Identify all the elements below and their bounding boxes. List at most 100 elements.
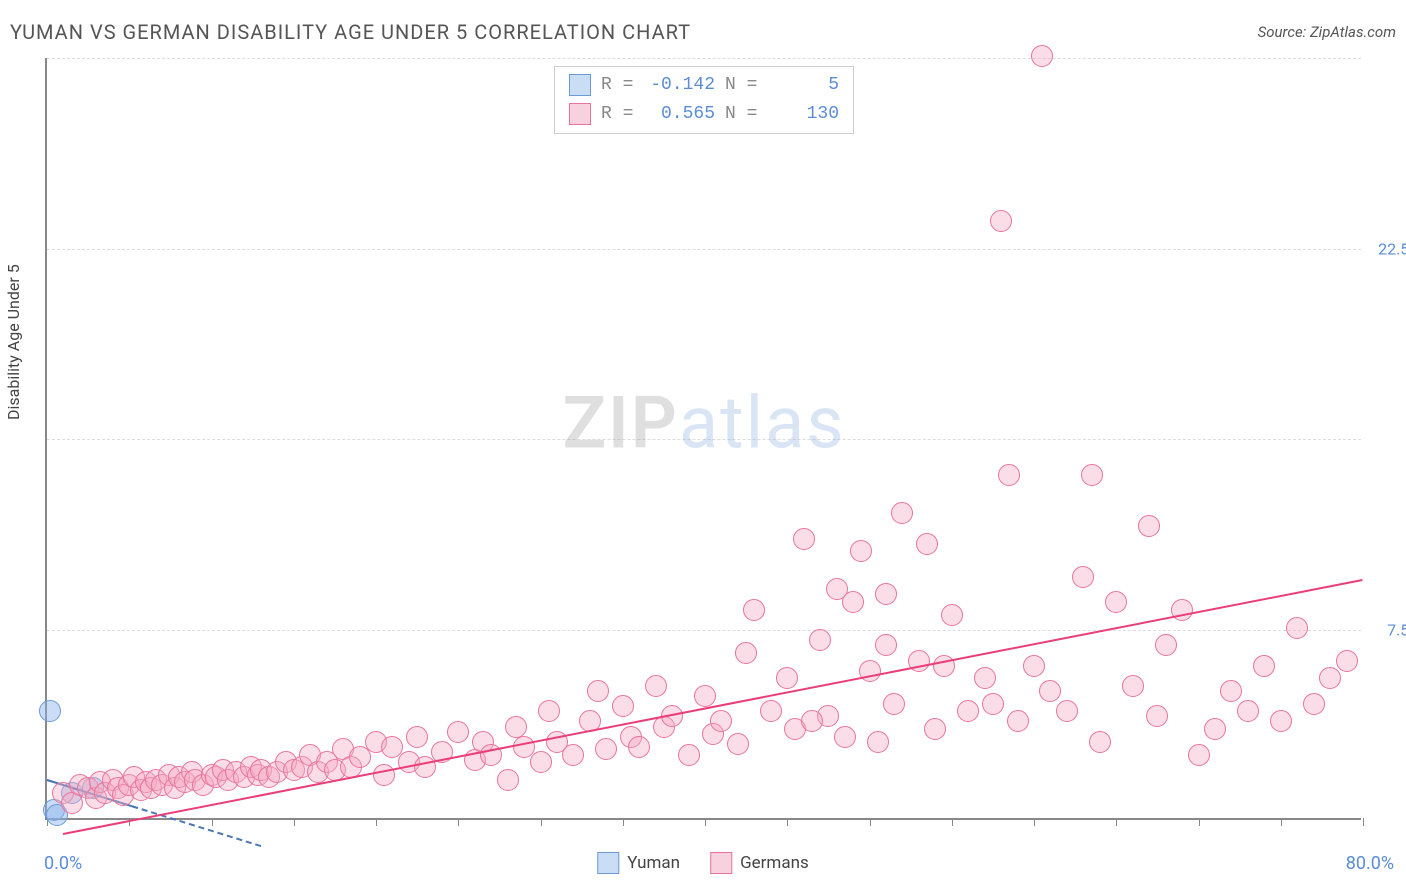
data-point (694, 685, 716, 707)
data-point (1146, 705, 1168, 727)
legend-label: Yuman (627, 853, 680, 873)
data-point (1031, 45, 1053, 67)
data-point (1122, 675, 1144, 697)
x-tick (1363, 818, 1364, 826)
data-point (1039, 680, 1061, 702)
x-tick (1116, 818, 1117, 826)
data-point (1319, 667, 1341, 689)
data-point (982, 693, 1004, 715)
data-point (735, 642, 757, 664)
legend-row-germans: R =0.565 N =130 (569, 100, 839, 129)
x-tick (541, 818, 542, 826)
data-point (776, 667, 798, 689)
series-legend: Yuman Germans (597, 852, 809, 874)
data-point (538, 700, 560, 722)
data-point (1220, 680, 1242, 702)
legend-item: Yuman (597, 852, 680, 874)
data-point (727, 733, 749, 755)
data-point (1056, 700, 1078, 722)
legend-item: Germans (710, 852, 809, 874)
data-point (1155, 634, 1177, 656)
x-tick (458, 818, 459, 826)
data-point (1105, 591, 1127, 613)
data-point (1072, 566, 1094, 588)
data-point (1336, 650, 1358, 672)
data-point (891, 502, 913, 524)
legend-label: Germans (740, 853, 809, 873)
x-tick (294, 818, 295, 826)
data-point (645, 675, 667, 697)
x-tick (787, 818, 788, 826)
data-point (39, 700, 61, 722)
data-point (743, 599, 765, 621)
data-point (809, 629, 831, 651)
legend-swatch (597, 852, 619, 874)
legend-row-yuman: R =-0.142 N =5 (569, 71, 839, 100)
data-point (1007, 710, 1029, 732)
x-min-label: 0.0% (44, 853, 82, 874)
data-point (941, 604, 963, 626)
data-point (1286, 617, 1308, 639)
swatch-germans (569, 103, 591, 125)
chart-title: YUMAN VS GERMAN DISABILITY AGE UNDER 5 C… (10, 20, 691, 44)
grid-line (47, 439, 1361, 440)
data-point (1023, 655, 1045, 677)
data-point (957, 700, 979, 722)
x-tick (1281, 818, 1282, 826)
trend-line (63, 579, 1363, 835)
data-point (678, 744, 700, 766)
x-tick (952, 818, 953, 826)
x-tick (705, 818, 706, 826)
data-point (834, 726, 856, 748)
data-point (883, 693, 905, 715)
grid-line (47, 249, 1361, 250)
data-point (842, 591, 864, 613)
y-tick-label: 22.5% (1378, 239, 1406, 258)
data-point (628, 736, 650, 758)
data-point (497, 769, 519, 791)
y-tick-label: 7.5% (1387, 620, 1406, 639)
x-max-label: 80.0% (1346, 853, 1394, 874)
data-point (760, 700, 782, 722)
data-point (801, 710, 823, 732)
data-point (595, 738, 617, 760)
watermark: ZIPatlas (562, 380, 845, 465)
data-point (1270, 710, 1292, 732)
data-point (1303, 693, 1325, 715)
data-point (710, 710, 732, 732)
data-point (1188, 744, 1210, 766)
data-point (990, 210, 1012, 232)
data-point (1138, 515, 1160, 537)
data-point (1089, 731, 1111, 753)
swatch-yuman (569, 74, 591, 96)
correlation-legend: R =-0.142 N =5 R =0.565 N =130 (554, 66, 854, 134)
data-point (933, 655, 955, 677)
data-point (875, 634, 897, 656)
grid-line (47, 58, 1361, 59)
data-point (1204, 718, 1226, 740)
data-point (1253, 655, 1275, 677)
data-point (924, 718, 946, 740)
data-point (793, 528, 815, 550)
y-axis-label: Disability Age Under 5 (4, 264, 23, 420)
data-point (850, 540, 872, 562)
data-point (505, 716, 527, 738)
x-tick (1034, 818, 1035, 826)
legend-swatch (710, 852, 732, 874)
x-tick (212, 818, 213, 826)
x-tick (1199, 818, 1200, 826)
data-point (998, 464, 1020, 486)
grid-line (47, 630, 1361, 631)
data-point (1237, 700, 1259, 722)
scatter-chart: ZIPatlas R =-0.142 N =5 R =0.565 N =130 … (45, 58, 1361, 820)
data-point (974, 667, 996, 689)
data-point (530, 751, 552, 773)
data-point (916, 533, 938, 555)
data-point (447, 721, 469, 743)
data-point (612, 695, 634, 717)
data-point (867, 731, 889, 753)
source-credit: Source: ZipAtlas.com (1258, 23, 1396, 41)
x-tick (870, 818, 871, 826)
data-point (875, 583, 897, 605)
data-point (406, 726, 428, 748)
